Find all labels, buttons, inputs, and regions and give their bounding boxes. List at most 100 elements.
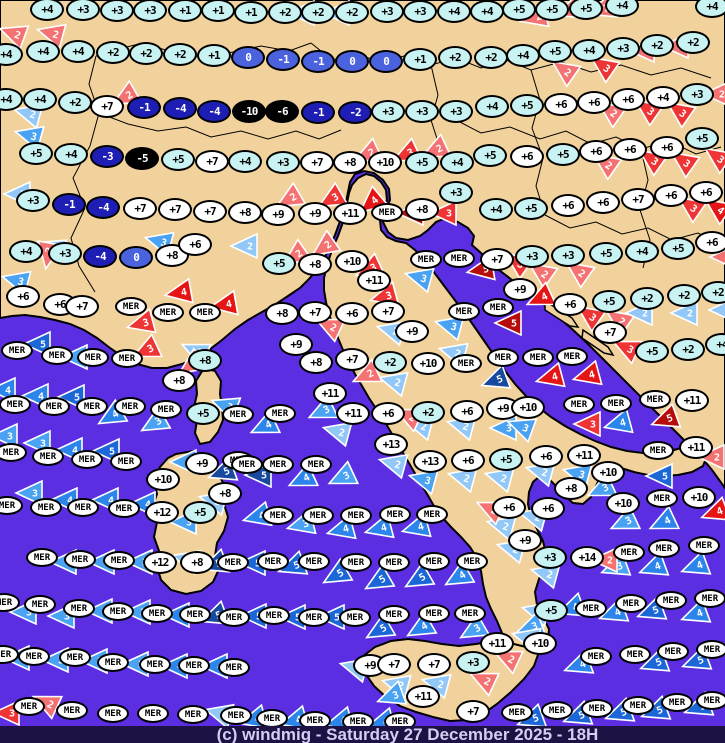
temp-oval: -1	[266, 48, 300, 71]
wind-arrow-shape	[351, 358, 384, 383]
temp-oval: +7	[300, 151, 334, 174]
wind-speed-label: 3	[530, 621, 539, 633]
temp-oval: +11	[480, 632, 514, 655]
sea-point-oval: MER	[67, 498, 99, 517]
wind-arrow: 3	[403, 267, 435, 294]
sea-point-oval: MER	[111, 349, 143, 368]
wind-arrow: 3	[407, 469, 439, 496]
wind-arrow: 3	[0, 422, 18, 450]
temp-oval: +3	[515, 245, 549, 268]
wind-speed-label: 3	[369, 262, 379, 275]
temp-oval: +3	[370, 0, 404, 23]
wind-arrow: 3	[665, 101, 697, 129]
wind-speed-label: 2	[511, 544, 520, 556]
temp-oval: +6	[695, 231, 725, 254]
sea-point-oval: MER	[340, 553, 372, 572]
wind-speed-label: 5	[292, 560, 301, 572]
sea-point-oval: MER	[217, 553, 249, 572]
wind-speed-label: 5	[417, 572, 428, 585]
temp-oval: +2	[373, 351, 407, 374]
temp-oval: +3	[133, 0, 167, 22]
wind-arrow-shape	[317, 181, 349, 208]
temp-oval: +7	[123, 197, 157, 220]
wind-arrow-shape	[403, 267, 435, 294]
sea-point-oval: MER	[378, 605, 410, 624]
wind-arrow: 2	[589, 546, 618, 574]
wind-speed-label: 5	[378, 623, 389, 636]
sea-point-oval: MER	[257, 552, 289, 571]
wind-speed-label: 2	[562, 67, 573, 79]
temp-oval: +2	[58, 91, 92, 114]
sea-point-oval: MER	[696, 691, 725, 710]
temp-oval: +9	[279, 333, 313, 356]
temp-oval: +2	[268, 1, 302, 24]
wind-speed-label: 5	[40, 340, 46, 351]
temp-oval: +4	[479, 198, 513, 221]
temp-oval: -1	[301, 50, 335, 73]
temp-oval: +2	[640, 34, 674, 57]
wind-arrow-shape	[163, 277, 194, 304]
temp-oval: +9	[508, 529, 542, 552]
temp-oval: +4	[9, 240, 43, 263]
temp-oval: +4	[506, 44, 540, 67]
temp-oval: +2	[129, 42, 163, 65]
wind-speed-label: 3	[7, 432, 13, 443]
sea-point-oval: MER	[26, 548, 58, 567]
wind-speed-label: 3	[649, 156, 660, 168]
wind-arrow: 2	[351, 358, 384, 383]
wind-speed-label: 2	[407, 412, 417, 425]
temp-oval: +10	[146, 468, 180, 491]
wind-speed-label: 2	[247, 242, 253, 253]
wind-speed-label: 3	[29, 131, 38, 143]
temp-oval: +11	[333, 202, 367, 225]
temp-oval: +3	[100, 0, 134, 22]
temp-oval: +4	[475, 95, 509, 118]
wind-speed-label: 3	[688, 203, 699, 215]
wind-speed-label: 2	[328, 322, 338, 335]
temp-oval: +3	[439, 181, 473, 204]
wind-speed-label: 5	[696, 655, 705, 667]
wind-speed-label: 5	[662, 472, 668, 483]
sea-point-oval: MER	[97, 653, 129, 672]
temp-oval: +5	[635, 340, 669, 363]
wind-speed-label: 3	[449, 321, 458, 333]
land-europe	[0, 0, 725, 490]
temp-oval: +8	[299, 351, 333, 374]
temp-oval: +6	[450, 400, 484, 423]
temp-oval: +1	[234, 1, 268, 24]
temp-oval: +6	[586, 191, 620, 214]
sea-point-oval: MER	[141, 604, 173, 623]
wind-arrow-shape	[589, 56, 621, 84]
wind-speed-label: 3	[645, 106, 656, 118]
sea-point-oval: MER	[218, 608, 250, 627]
wind-speed-label: 4	[5, 386, 11, 397]
sea-point-oval: MER	[639, 390, 671, 409]
temp-oval: +6	[650, 136, 684, 159]
wind-arrow: 3	[609, 505, 642, 530]
temp-oval: +6	[551, 194, 585, 217]
wind-speed-label: 4	[180, 287, 188, 299]
temp-oval: +4	[705, 333, 725, 356]
temp-oval: +2	[96, 41, 130, 64]
temp-oval: +3	[439, 100, 473, 123]
temp-oval: +6	[611, 88, 645, 111]
temp-oval: +5	[661, 237, 695, 260]
wind-speed-label: 2	[366, 368, 376, 381]
temp-oval: +5	[489, 448, 523, 471]
wind-arrow: 3	[307, 394, 340, 419]
wind-arrow-shape	[525, 281, 558, 306]
wind-speed-label: 3	[26, 608, 32, 619]
wind-speed-label: 3	[446, 209, 452, 220]
sea-point-oval: MER	[648, 539, 680, 558]
sea-point-oval: MER	[71, 450, 103, 469]
sea-point-oval: MER	[298, 552, 330, 571]
temp-oval: +3	[48, 242, 82, 265]
temp-oval: 0	[335, 50, 369, 73]
temp-oval: +5	[514, 197, 548, 220]
wind-speed-label: 3	[32, 489, 38, 500]
temp-oval: +10	[682, 486, 716, 509]
temp-oval: +11	[675, 389, 709, 412]
wind-speed-label: 2	[540, 467, 549, 479]
temp-oval: +11	[313, 382, 347, 405]
temp-oval: +1	[403, 48, 437, 71]
